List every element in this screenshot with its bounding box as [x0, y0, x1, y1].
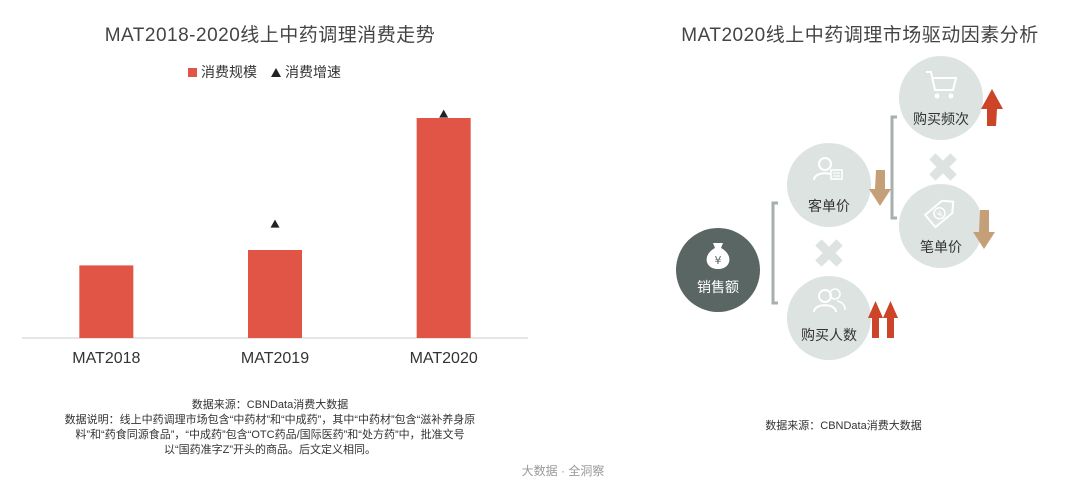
- bar-MAT2019: [248, 250, 302, 338]
- buyers-up-arrow-icon: [868, 301, 883, 338]
- left-source: 数据来源：CBNData消费大数据: [191, 399, 349, 411]
- legend-label-growth: 消费增速: [285, 64, 341, 80]
- node-customer-price-circle: [787, 143, 871, 227]
- multiply-icon: [929, 153, 957, 181]
- svg-text:¥: ¥: [935, 209, 945, 219]
- bar-MAT2020: [416, 118, 471, 338]
- bracket-left: [771, 201, 778, 305]
- node-buyers-circle: [787, 276, 871, 360]
- driver-diagram: ¥ 销售额 客单价 购买人数 购买频次 ¥ 笔单价: [676, 56, 1003, 360]
- item-price-down-arrow-icon: [973, 210, 995, 249]
- left-note-line-3: 以“国药准字Z”开头的商品。后文定义相同。: [163, 444, 377, 456]
- bar-MAT2018: [79, 265, 134, 338]
- growth-marker-MAT2019: [270, 219, 280, 228]
- left-note-line-2: 料”和“药食同源食品”，“中成药”包含“OTC药品/国际医药”和“处方药”中，批…: [75, 429, 465, 441]
- user-card-icon: [813, 157, 843, 181]
- node-frequency-label: 购买频次: [913, 111, 969, 127]
- left-note-line-1: 数据说明：线上中药调理市场包含“中药材”和“中成药”，其中“中药材”包含“滋补养…: [64, 414, 476, 426]
- buyers-up-arrow-icon: [883, 301, 898, 338]
- users-icon: [813, 288, 846, 313]
- legend-triangle-marker: [271, 67, 281, 77]
- money-bag-icon: ¥: [706, 243, 730, 269]
- node-item-price-circle: [899, 184, 983, 268]
- growth-marker-MAT2020: [439, 109, 449, 118]
- right-source: 数据来源：CBNData消费大数据: [765, 420, 922, 432]
- node-item-price-label: 笔单价: [920, 239, 962, 255]
- x-tick-label-MAT2020: MAT2020: [410, 350, 478, 367]
- legend-label-consumption: 消费规模: [201, 64, 257, 80]
- legend-item-consumption: 消费规模: [188, 62, 257, 82]
- svg-text:¥: ¥: [715, 254, 722, 267]
- multiply-icon: [815, 239, 843, 267]
- node-frequency-circle: [899, 56, 983, 140]
- shopping-cart-icon: [926, 71, 958, 99]
- right-diagram-title: MAT2020线上中药调理市场驱动因素分析: [681, 25, 1039, 46]
- chart-legend: 消费规模 消费增速: [188, 62, 341, 82]
- node-customer-price-label: 客单价: [808, 198, 850, 214]
- node-sales-label: 销售额: [697, 279, 739, 295]
- frequency-up-arrow-icon: [981, 89, 1003, 126]
- legend-bar-swatch: [188, 67, 197, 77]
- customer-price-down-arrow-icon: [869, 170, 891, 206]
- node-buyers-label: 购买人数: [801, 327, 857, 343]
- legend-item-growth: 消费增速: [271, 62, 341, 82]
- bar-chart: MAT2018 MAT2019 MAT2020: [22, 109, 528, 367]
- price-tag-icon: ¥: [923, 199, 955, 229]
- x-tick-label-MAT2019: MAT2019: [241, 350, 309, 367]
- left-chart-title: MAT2018-2020线上中药调理消费走势: [104, 25, 436, 46]
- node-sales-circle: [676, 228, 760, 312]
- watermark: 大数据 · 全洞察: [521, 464, 605, 478]
- bracket-right: [890, 115, 897, 220]
- x-tick-label-MAT2018: MAT2018: [72, 350, 140, 367]
